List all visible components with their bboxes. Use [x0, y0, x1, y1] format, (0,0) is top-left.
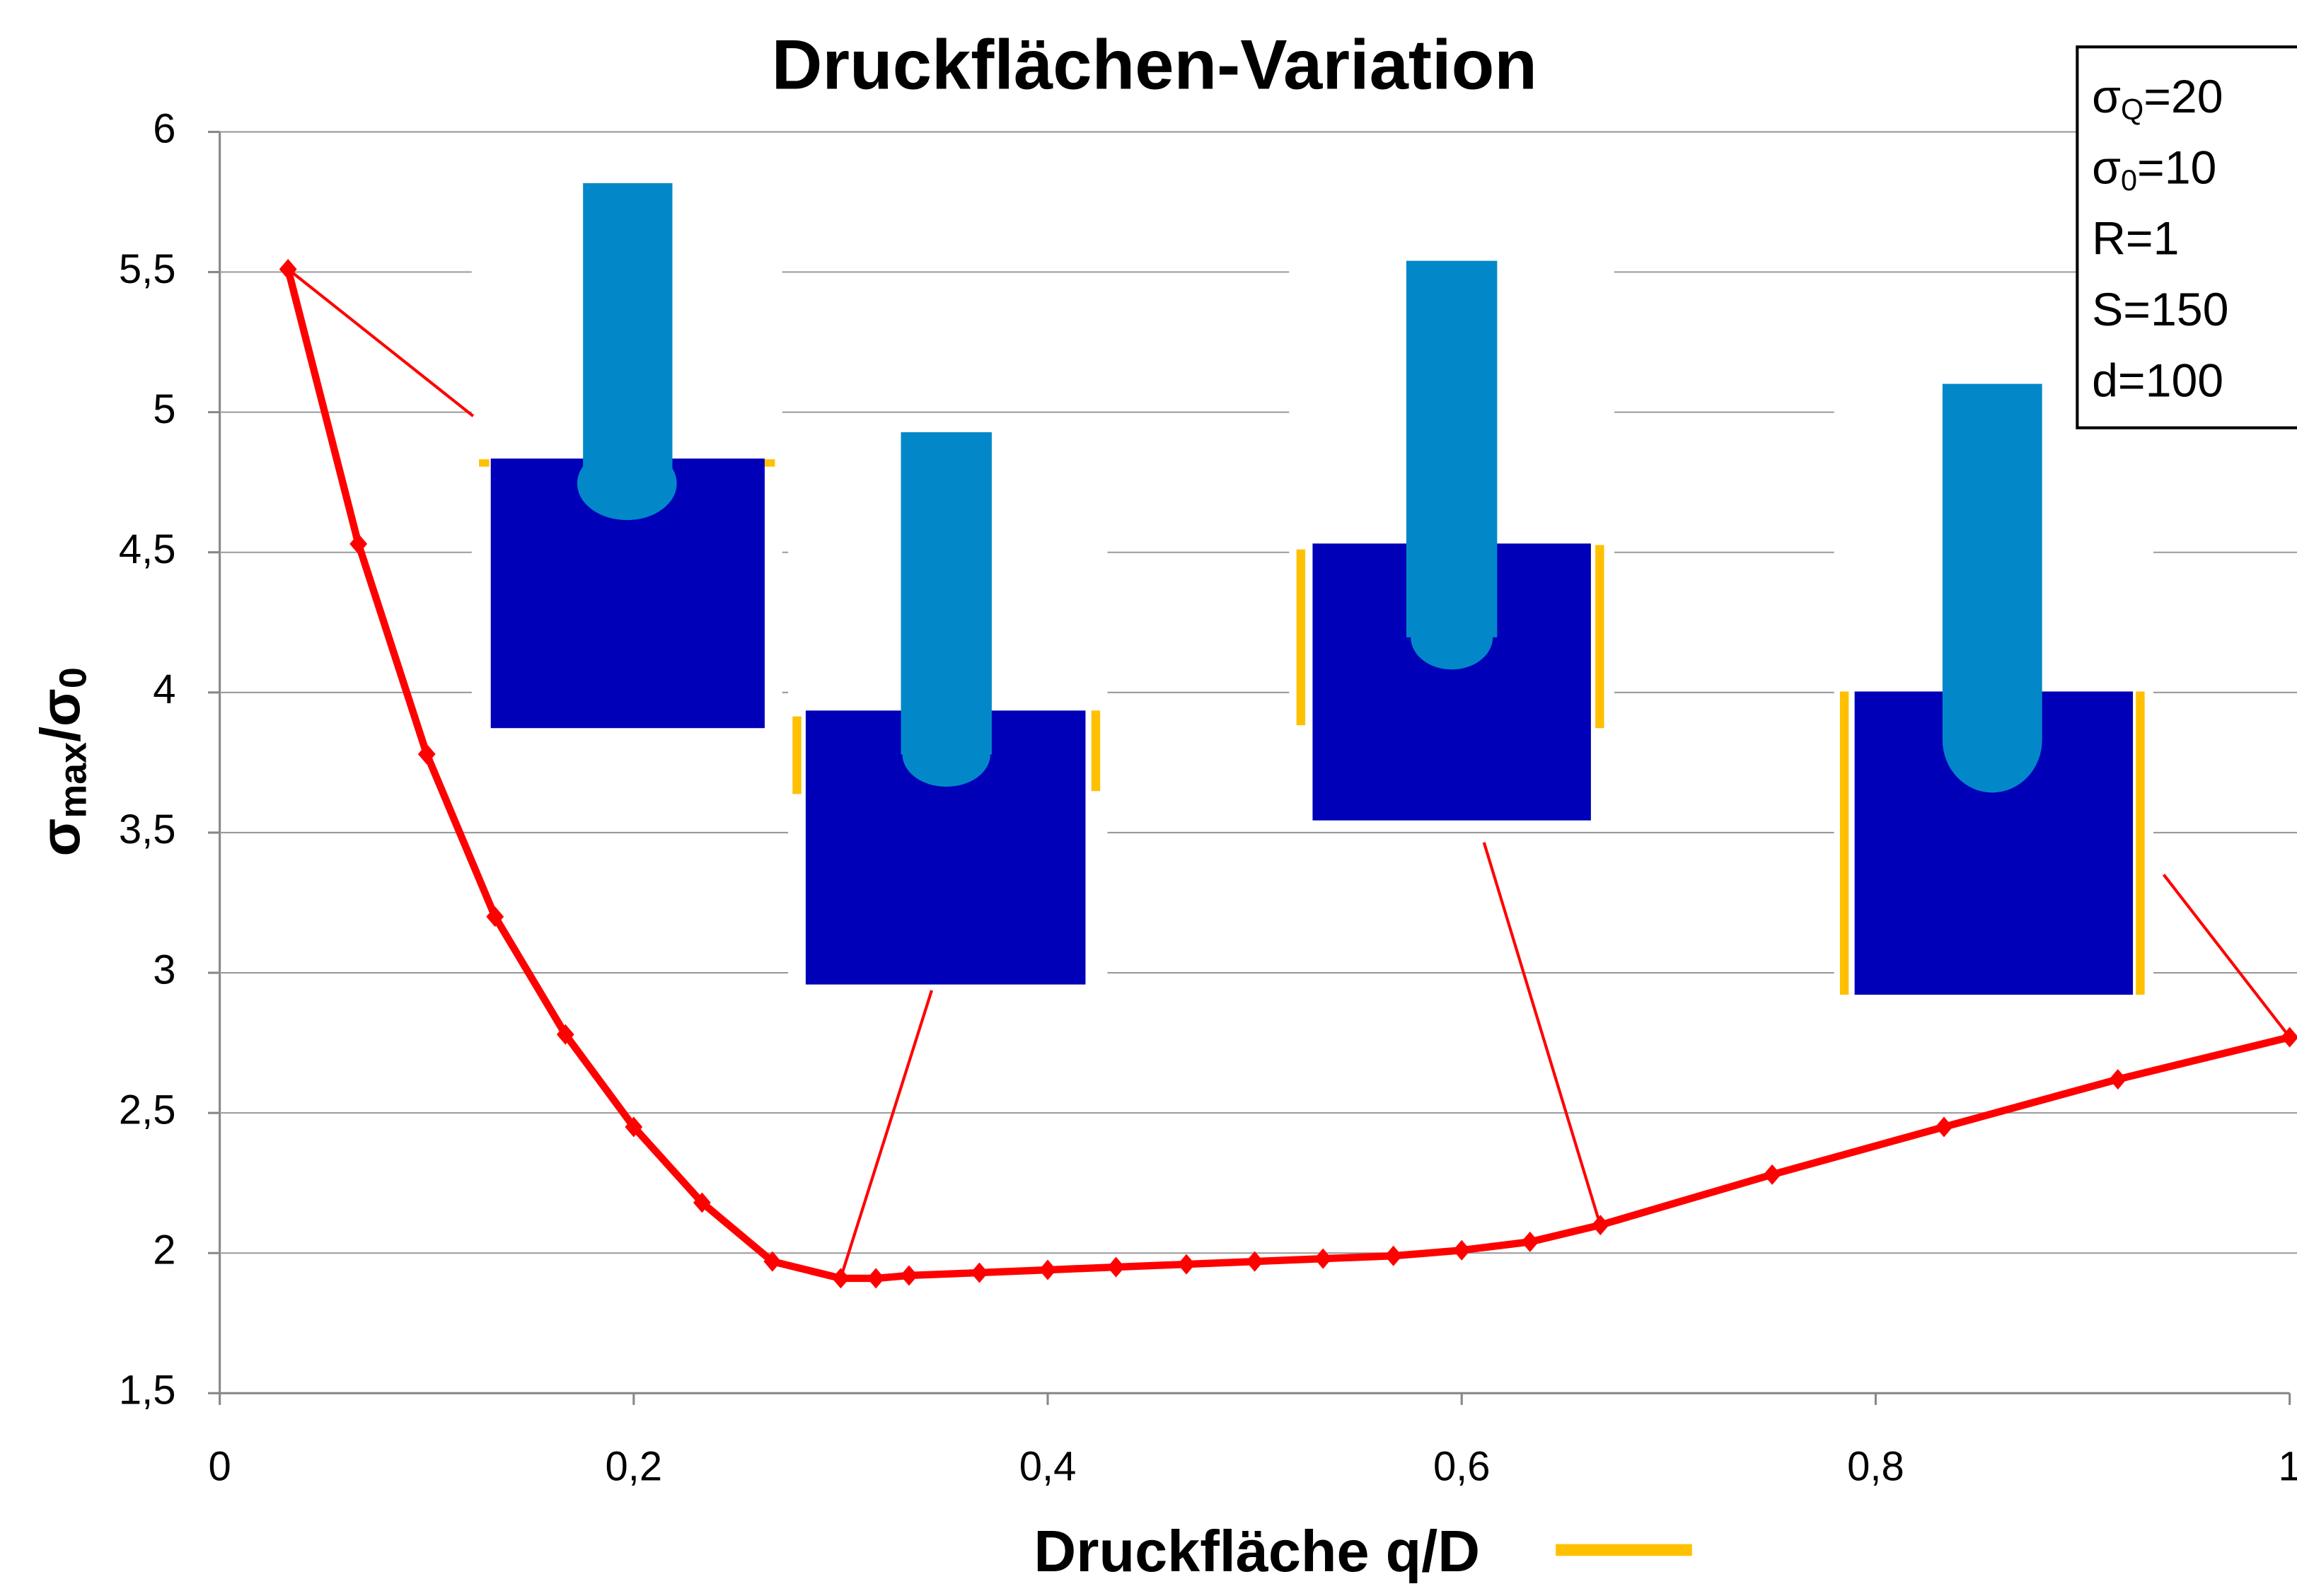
info-line: σQ=20	[2092, 70, 2223, 125]
info-part: =10	[2137, 141, 2216, 194]
marker	[1936, 1116, 1953, 1137]
info-part: S=150	[2092, 284, 2228, 336]
chart-title: Druckflächen-Variation	[772, 26, 1537, 105]
marker	[1178, 1254, 1196, 1275]
marker	[1314, 1249, 1332, 1269]
marker	[1246, 1251, 1263, 1272]
y-tick-label: 2	[153, 1228, 175, 1273]
connector	[1484, 843, 1600, 1223]
info-part: σ	[2092, 141, 2121, 194]
x-tick-label: 0,6	[1433, 1444, 1491, 1489]
marker	[279, 259, 297, 279]
x-tick-label: 0,2	[606, 1444, 663, 1489]
info-part: σ	[2092, 70, 2121, 122]
connector	[841, 990, 932, 1278]
y-tick-label: 5,5	[119, 247, 176, 292]
y-tick-label: 5	[153, 387, 175, 432]
y-tick-label: 2,5	[119, 1087, 176, 1133]
marker	[1384, 1246, 1402, 1266]
y-axis-title: σmax/σ0	[29, 667, 95, 856]
info-part: d=100	[2092, 354, 2223, 407]
info-part: =20	[2143, 70, 2223, 122]
info-line: S=150	[2092, 284, 2228, 336]
y-tick-label: 1,5	[119, 1368, 176, 1413]
info-sub: Q	[2121, 93, 2143, 125]
marker	[1592, 1215, 1609, 1235]
connector	[2164, 874, 2290, 1037]
fem-stem	[583, 183, 672, 484]
y-title-sub: max	[52, 742, 95, 819]
marker	[1453, 1240, 1471, 1261]
marker	[1039, 1260, 1057, 1280]
fem-stem	[1406, 261, 1497, 637]
info-line: R=1	[2092, 212, 2179, 265]
y-title-part: σ	[29, 819, 91, 857]
y-title-part: /σ	[29, 688, 91, 742]
x-axis-title: Druckfläche q/D	[1034, 1518, 1480, 1584]
y-tick-label: 3,5	[119, 807, 176, 852]
marker	[867, 1268, 885, 1288]
x-tick-label: 0,4	[1019, 1444, 1077, 1489]
fem-stem	[901, 432, 992, 755]
x-tick-label: 0	[208, 1444, 231, 1489]
chart: Druckflächen-Variation Druckfläche q/D σ…	[0, 0, 2297, 1596]
info-line: σ0=10	[2092, 141, 2216, 197]
marker	[832, 1268, 850, 1288]
marker	[901, 1265, 918, 1285]
y-tick-label: 3	[153, 947, 175, 993]
y-tick-label: 6	[153, 107, 175, 152]
x-tick-label: 1	[2279, 1444, 2297, 1489]
marker	[1521, 1232, 1539, 1252]
marker	[1764, 1164, 1781, 1185]
info-part: R=1	[2092, 212, 2179, 265]
info-line: d=100	[2092, 354, 2223, 407]
y-title-sub: 0	[52, 667, 95, 688]
x-tick-label: 0,8	[1847, 1444, 1904, 1489]
y-tick-label: 4,5	[119, 527, 176, 572]
marker	[971, 1262, 988, 1283]
info-sub: 0	[2121, 164, 2137, 197]
y-tick-label: 4	[153, 667, 175, 712]
marker	[1107, 1257, 1125, 1278]
fem-stem	[1943, 384, 2042, 740]
marker	[2109, 1069, 2127, 1089]
